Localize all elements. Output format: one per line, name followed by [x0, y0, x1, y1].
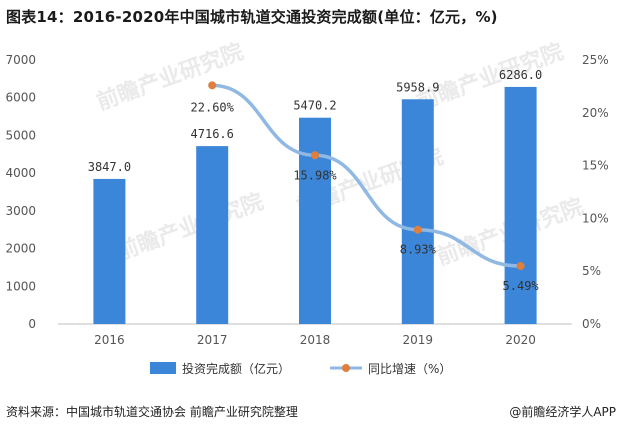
legend-bar-swatch	[150, 362, 176, 374]
line-point	[208, 81, 217, 90]
source-note: 资料来源：中国城市轨道交通协会 前瞻产业研究院整理	[6, 405, 298, 419]
line-value-label: 8.93%	[400, 243, 437, 257]
legend-line-marker	[342, 364, 350, 372]
y-left-tick-label: 3000	[5, 204, 36, 218]
bar	[401, 99, 434, 324]
data-labels: 3847.0 4716.6 5470.2 5958.9 6286.0 22.60% 15.9…	[88, 68, 543, 293]
bar-value-label: 5470.2	[293, 99, 336, 113]
line-value-label: 15.98%	[293, 168, 337, 182]
growth-line	[210, 83, 523, 268]
y-right-tick-label: 5%	[582, 264, 601, 278]
line-point	[413, 225, 422, 234]
y-left-tick-label: 7000	[5, 53, 36, 67]
bar-value-label: 3847.0	[88, 160, 131, 174]
y-right-tick-label: 15%	[582, 159, 609, 173]
y-left-tick-label: 1000	[5, 279, 36, 293]
legend: 投资完成额（亿元） 同比增速（%）	[150, 361, 451, 376]
y-left-tick-label: 6000	[5, 91, 36, 105]
watermark-text: 前瞻产业研究院	[413, 39, 567, 116]
bar-series	[93, 86, 537, 324]
bar-value-label: 6286.0	[499, 68, 542, 82]
axes: 0 1000 2000 3000 4000 5000 6000 7000 0% 5% 10% 15% 2…	[5, 53, 608, 347]
x-tick-label: 2020	[505, 333, 536, 347]
line-series	[208, 81, 525, 271]
line-point	[516, 262, 525, 271]
y-left-tick-label: 0	[28, 317, 36, 331]
x-tick-label: 2016	[94, 333, 125, 347]
bar	[504, 86, 537, 324]
y-left-tick-label: 4000	[5, 166, 36, 180]
bar	[196, 146, 229, 324]
y-right-tick-label: 25%	[582, 53, 609, 67]
y-right-tick-label: 20%	[582, 106, 609, 120]
legend-bar-label: 投资完成额（亿元）	[182, 361, 290, 376]
chart-area: 前瞻产业研究院前瞻产业研究院前瞻产业研究院前瞻产业研究院前瞻产业研究院 0100…	[5, 39, 608, 376]
line-point	[311, 151, 319, 160]
y-right-tick-label: 10%	[582, 211, 609, 225]
x-tick-label: 2018	[300, 333, 331, 347]
bar-value-label: 5958.9	[396, 80, 439, 94]
bar-value-label: 4716.6	[191, 127, 234, 141]
legend-line-label: 同比增速（%）	[368, 362, 451, 376]
line-value-label: 22.60%	[191, 100, 235, 114]
chart-title: 图表14：2016-2020年中国城市轨道交通投资完成额(单位：亿元，%)	[6, 8, 498, 26]
x-tick-label: 2017	[197, 333, 228, 347]
y-right-tick-label: 0%	[582, 317, 601, 331]
watermark-text: 前瞻产业研究院	[113, 189, 267, 266]
brand-credit: @前瞻经济学人APP	[509, 405, 616, 419]
x-tick-label: 2019	[403, 333, 434, 347]
bar	[299, 117, 331, 324]
y-left-tick-label: 5000	[5, 128, 36, 142]
bar	[93, 178, 126, 324]
line-value-label: 5.49%	[503, 279, 540, 293]
y-left-tick-label: 2000	[5, 242, 36, 256]
